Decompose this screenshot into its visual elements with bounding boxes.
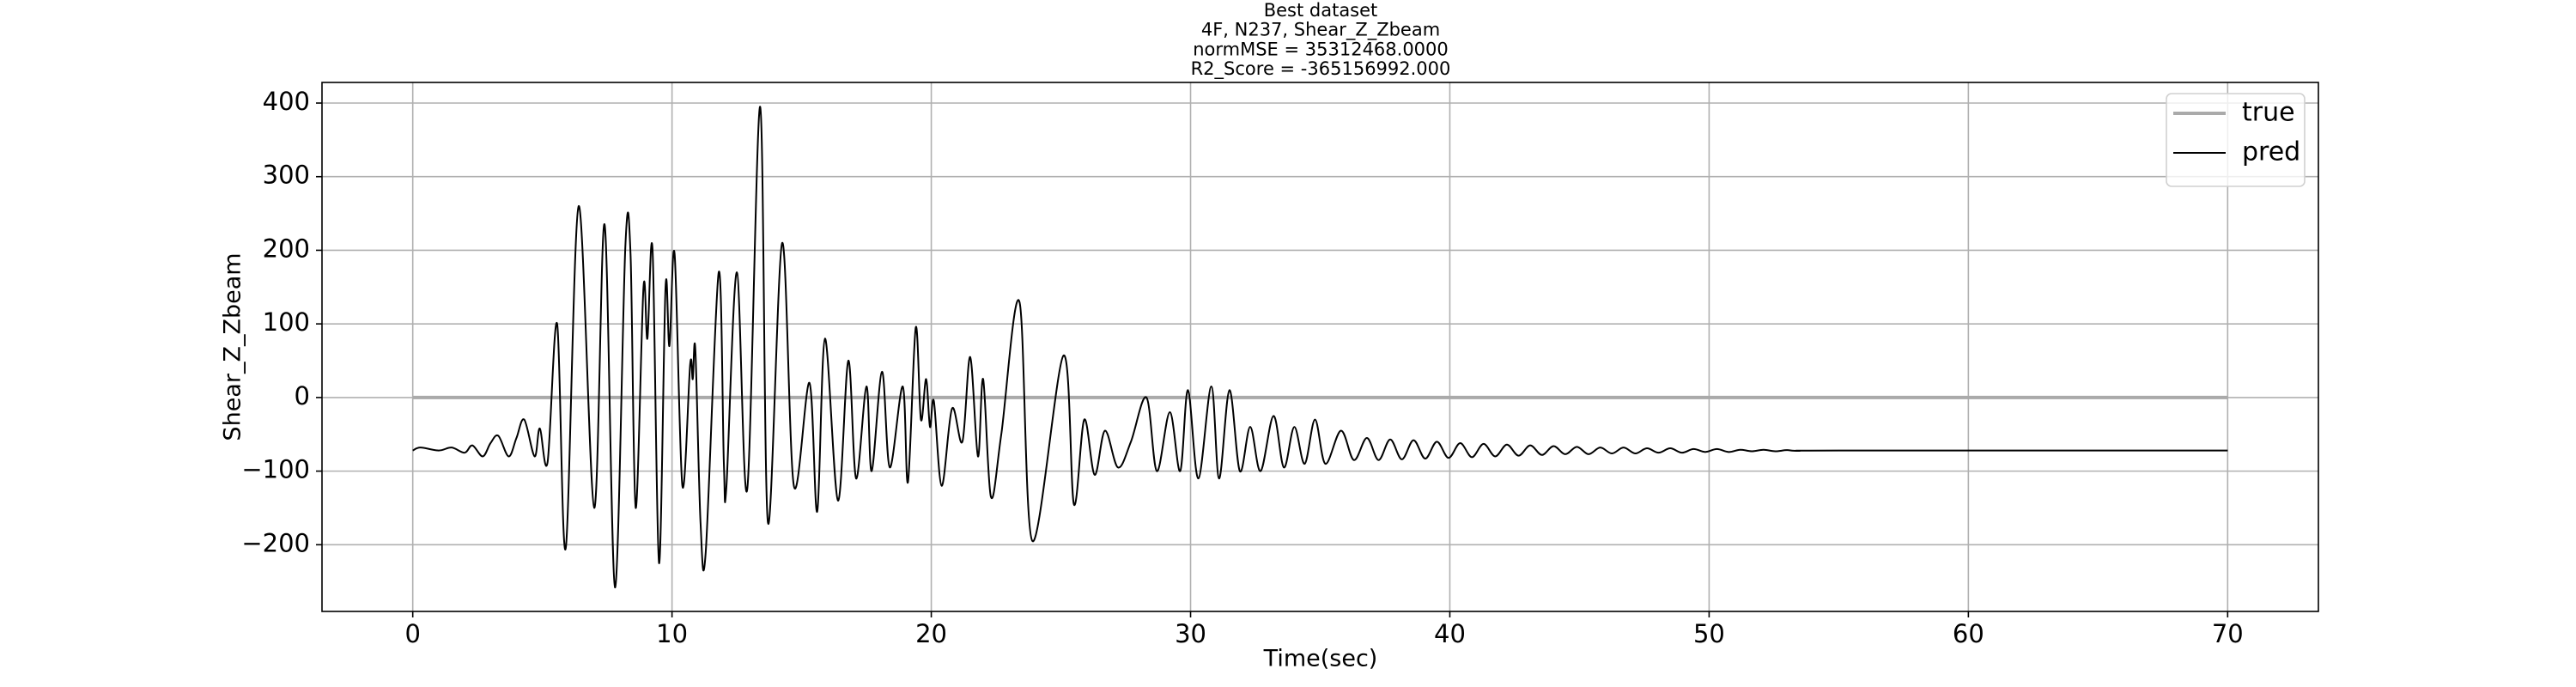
y-tick-label: 100 [263,307,310,337]
x-tick-label: 30 [1175,619,1206,648]
y-tick-label: 400 [263,87,310,116]
chart-title: Best dataset [1264,0,1378,21]
x-tick-label: 0 [404,619,420,648]
x-tick-label: 50 [1693,619,1725,648]
x-tick-label: 40 [1434,619,1466,648]
x-tick-label: 10 [656,619,688,648]
y-tick-label: 300 [263,161,310,190]
line-series [412,106,2228,589]
axes-frame [321,82,2319,612]
y-tick-label: 200 [263,234,310,263]
x-tick-label: 60 [1953,619,1984,648]
legend-label: pred [2242,137,2300,167]
y-tick-label: −200 [241,528,310,557]
y-tick-label: −100 [241,455,310,484]
chart-title: R2_Score = -365156992.000 [1191,58,1451,80]
y-tick-label: 0 [295,381,310,410]
chart-title: normMSE = 35312468.0000 [1193,39,1449,59]
legend-box [2166,93,2306,187]
x-tick-label: 70 [2212,619,2244,648]
y-axis-label: Shear_Z_Zbeam [220,252,246,441]
legend-label: true [2242,98,2295,128]
x-tick-label: 20 [915,619,947,648]
x-axis-label: Time(sec) [1263,646,1378,672]
chart-title: 4F, N237, Shear_Z_Zbeam [1201,20,1440,41]
